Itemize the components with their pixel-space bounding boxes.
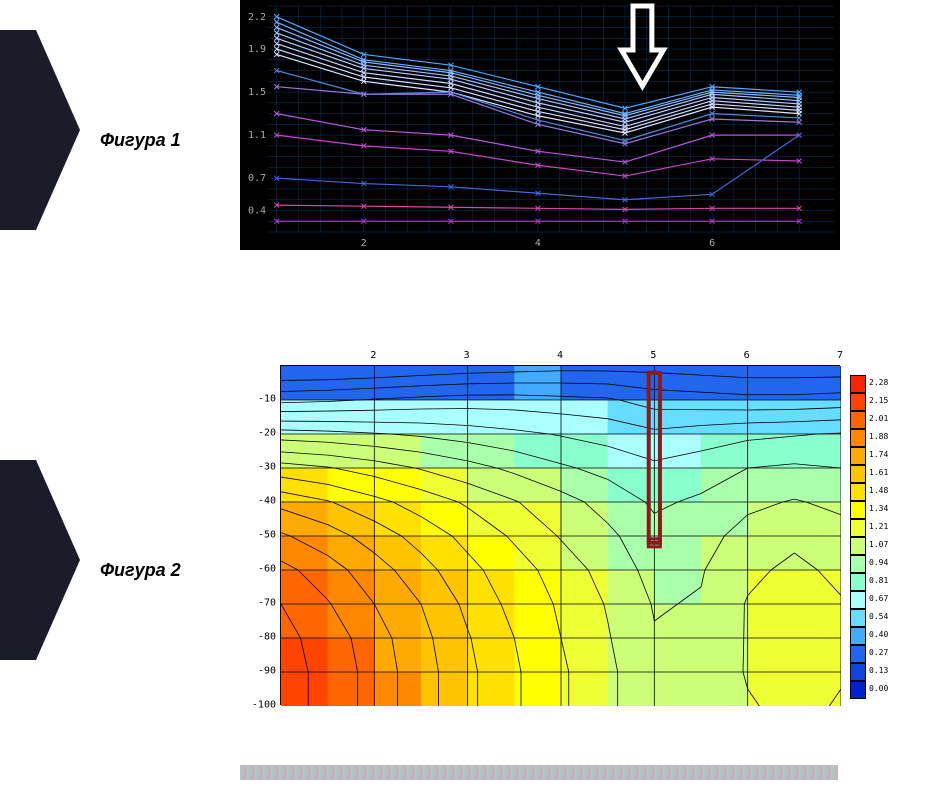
pentagon-decor-2	[0, 460, 80, 660]
svg-text:0.7: 0.7	[248, 173, 266, 184]
heatmap-plot-area	[280, 365, 840, 705]
svg-text:2: 2	[361, 238, 367, 249]
heatmap-x-axis: 234567	[280, 350, 840, 365]
svg-text:1.9: 1.9	[248, 44, 266, 55]
line-chart: 0.4 0.7 1.1 1.5 1.9 2.2 2 4 6	[240, 0, 840, 250]
svg-text:4: 4	[535, 238, 541, 249]
heatmap-chart: 234567 -10-20-30-40-50-60-70-80-90-100 2…	[240, 350, 920, 720]
svg-text:1.1: 1.1	[248, 130, 266, 141]
heatmap-svg	[281, 366, 841, 706]
figure-2-label: Фигура 2	[100, 560, 181, 581]
heatmap-y-axis: -10-20-30-40-50-60-70-80-90-100	[240, 365, 280, 705]
svg-text:0.4: 0.4	[248, 205, 266, 216]
pentagon-decor-1	[0, 30, 80, 230]
svg-text:1.5: 1.5	[248, 87, 266, 98]
line-chart-svg: 0.4 0.7 1.1 1.5 1.9 2.2 2 4 6	[240, 0, 840, 250]
figure-1-label: Фигура 1	[100, 130, 181, 151]
noise-strip	[240, 765, 838, 780]
heatmap-colorbar: 2.282.152.011.881.741.611.481.341.211.07…	[850, 375, 905, 699]
svg-text:6: 6	[709, 238, 715, 249]
svg-text:2.2: 2.2	[248, 12, 266, 23]
